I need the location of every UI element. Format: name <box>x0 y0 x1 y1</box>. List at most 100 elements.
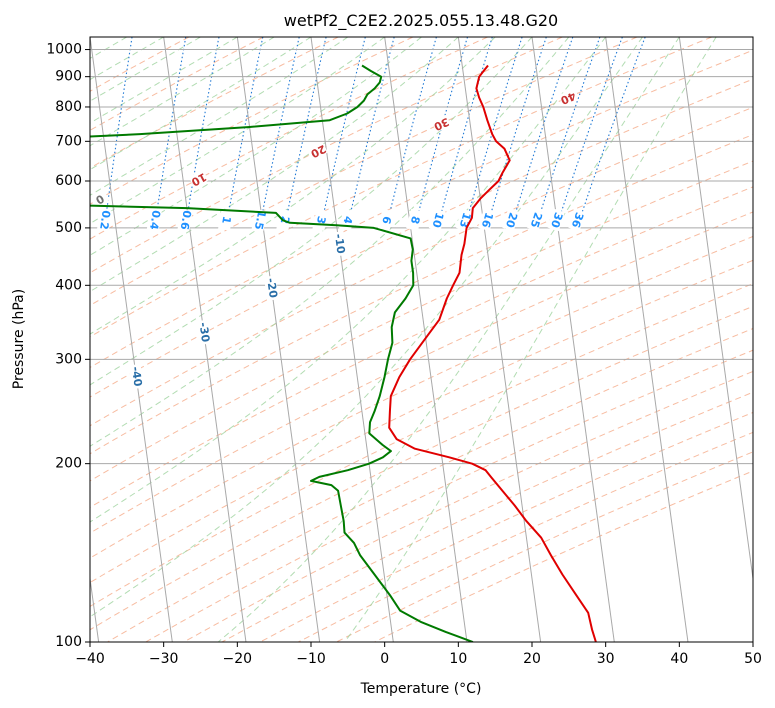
mixing-ratio-line <box>510 37 574 229</box>
mixing-ratio-label: 16 <box>479 211 496 230</box>
moist-adiabat <box>90 37 422 256</box>
mixing-ratio-line <box>486 37 547 229</box>
dry-label-bg <box>431 114 452 133</box>
mixing-ratio-label: 25 <box>528 211 545 230</box>
isotherm-line <box>236 37 321 642</box>
mixing-ratio-line <box>576 37 646 229</box>
isotherm-label: -10 <box>332 233 348 255</box>
mixing-label-bg <box>218 208 234 231</box>
chart-title: wetPf2_C2E2.2025.055.13.48.G20 <box>284 11 558 31</box>
plot-frame <box>89 36 754 643</box>
y-axis: 100 200 300 400 500 600 700 800 900 1000 <box>46 42 90 650</box>
isotherm-line <box>605 37 689 642</box>
moist-adiabat <box>90 37 201 102</box>
moist-adiabat <box>90 37 643 618</box>
isotherm-label: -40 <box>129 366 145 388</box>
moist-adiabat <box>90 37 238 124</box>
isotherm-label: -30 <box>197 322 213 344</box>
dry-adiabat <box>90 259 753 584</box>
dry-adiabat <box>90 37 339 169</box>
isotherm-line <box>457 37 542 642</box>
dry-adiabat <box>90 78 753 398</box>
mixing-ratio-line <box>319 37 366 229</box>
dry-adiabat <box>90 37 563 274</box>
y-tick-label: 600 <box>55 173 82 189</box>
y-tick-label: 400 <box>55 277 82 293</box>
isotherm-line <box>310 37 394 642</box>
x-tick-label: 30 <box>597 651 615 667</box>
mixing-ratio-label: 36 <box>569 211 586 230</box>
x-tick-label: −40 <box>75 651 105 667</box>
y-tick-label: 900 <box>55 69 82 85</box>
y-axis-label: Pressure (hPa) <box>11 289 27 389</box>
moist-adiabat <box>90 37 275 147</box>
mixing-ratio-label: 20 <box>503 211 520 230</box>
mixing-label-bg <box>406 208 423 232</box>
x-axis: −40 −30 −20 −10 0 10 20 30 40 50 <box>75 642 762 667</box>
x-tick-label: 20 <box>523 651 541 667</box>
dry-adiabat <box>90 37 712 338</box>
isotherm-line <box>90 37 173 642</box>
mixing-ratio-label: 8 <box>408 215 423 226</box>
dry-adiabat <box>90 134 753 455</box>
mixing-ratio-line <box>436 37 493 229</box>
x-tick-label: 50 <box>744 651 762 667</box>
mixing-ratio-label: 3 <box>314 215 328 225</box>
mixing-ratio-label: 10 <box>429 211 446 230</box>
dry-label-bg <box>558 88 578 107</box>
isotherm-label-bg <box>331 231 347 257</box>
mixing-label-bg <box>146 209 162 231</box>
dry-adiabat <box>90 37 264 131</box>
mixing-ratio-line <box>413 37 469 229</box>
mixing-ratio-lines <box>103 37 646 229</box>
x-axis-label: Temperature (°C) <box>360 681 482 697</box>
y-tick-label: 700 <box>55 133 82 149</box>
profiles <box>90 64 597 642</box>
x-tick-label: −10 <box>296 651 326 667</box>
x-tick-label: 40 <box>670 651 688 667</box>
dry-label-bg <box>308 141 328 160</box>
dry-adiabat <box>145 349 753 642</box>
mixing-ratio-label: 1.5 <box>252 209 269 231</box>
isotherm-line <box>678 37 753 583</box>
mixing-ratio-label: 6 <box>379 215 394 226</box>
mixing-ratio-line <box>535 37 601 229</box>
moist-adiabat <box>90 37 570 447</box>
mixing-label-bg <box>377 208 395 232</box>
dry-adiabat <box>90 37 638 306</box>
dewpoint-profile <box>90 64 474 642</box>
dry-adiabat <box>90 37 488 240</box>
dry-label-bg <box>188 169 209 188</box>
moist-adiabats <box>90 37 717 642</box>
moist-adiabat <box>90 37 459 293</box>
mixing-ratio-label: 0.4 <box>147 209 163 231</box>
mixing-label-bg <box>478 208 496 232</box>
dry-adiabat-label: 40 <box>558 89 578 107</box>
moist-adiabat <box>90 37 496 335</box>
dry-adiabat <box>90 186 753 508</box>
dry-adiabat-label: 30 <box>431 115 451 133</box>
x-tick-label: −30 <box>149 651 179 667</box>
moist-adiabat <box>344 37 717 642</box>
isotherm-label-bg <box>263 275 280 301</box>
dry-adiabat <box>107 327 753 642</box>
dry-adiabat <box>90 49 753 369</box>
x-tick-label: 0 <box>380 651 389 667</box>
moist-adiabat <box>90 37 349 196</box>
mixing-ratio-label: 1 <box>219 215 233 225</box>
dry-adiabat-label: 20 <box>308 142 328 161</box>
mixing-ratio-line <box>385 37 437 229</box>
mixing-ratio-line <box>464 37 523 229</box>
mixing-ratio-label: 0.6 <box>178 209 194 231</box>
y-tick-label: 500 <box>55 220 82 236</box>
y-tick-label: 1000 <box>46 42 82 58</box>
isotherm-label-bg <box>196 319 212 346</box>
y-tick-label: 800 <box>55 99 82 115</box>
mixing-ratio-label: 4 <box>340 215 354 226</box>
moist-adiabat <box>90 37 607 523</box>
mixing-ratio-line <box>555 37 623 229</box>
mixing-ratio-label: 0.2 <box>97 209 113 230</box>
mixing-label-bg <box>567 208 586 232</box>
dry-label-bg <box>90 189 110 208</box>
isotherm-label: -20 <box>264 277 280 299</box>
